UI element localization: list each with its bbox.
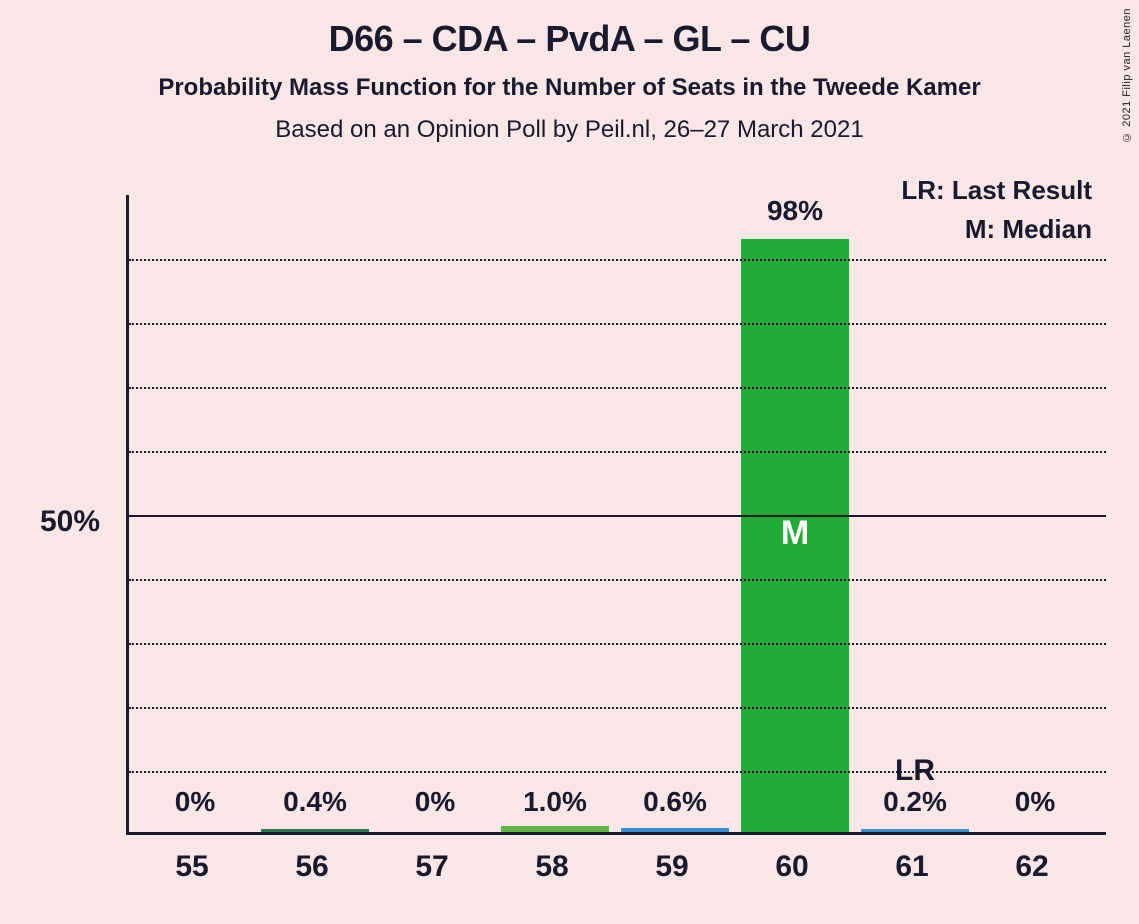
bar-value-label: 0.4% xyxy=(245,786,385,824)
bar-value-label: 0% xyxy=(965,786,1105,824)
x-axis-tick-label: 61 xyxy=(852,850,972,884)
bar xyxy=(621,828,729,832)
bar-slot: 0% xyxy=(135,195,255,832)
gridline xyxy=(129,515,1106,517)
bar-value-label: 0.6% xyxy=(605,786,745,824)
bar-slot: M98% xyxy=(735,195,855,832)
chart-area: 50% LR: Last Result M: Median 0%0.4%0%1.… xyxy=(40,195,1110,875)
bars-container: 0%0.4%0%1.0%0.6%M98%0.2%LR0% xyxy=(129,195,1106,832)
gridline xyxy=(129,387,1106,389)
y-axis-label: 50% xyxy=(40,505,100,539)
bar xyxy=(501,826,609,832)
bar: M xyxy=(741,239,849,832)
titles-block: D66 – CDA – PvdA – GL – CU Probability M… xyxy=(0,0,1139,144)
bar-value-label: 0% xyxy=(125,786,265,824)
gridline xyxy=(129,643,1106,645)
bar xyxy=(261,829,369,832)
chart-title: D66 – CDA – PvdA – GL – CU xyxy=(0,18,1139,60)
x-axis-tick-label: 60 xyxy=(732,850,852,884)
chart-subtitle-1: Probability Mass Function for the Number… xyxy=(0,74,1139,102)
bar xyxy=(861,829,969,832)
gridline xyxy=(129,259,1106,261)
bar-value-label: 0% xyxy=(365,786,505,824)
x-axis-tick-label: 56 xyxy=(252,850,372,884)
x-axis-tick-label: 57 xyxy=(372,850,492,884)
chart-subtitle-2: Based on an Opinion Poll by Peil.nl, 26–… xyxy=(0,116,1139,144)
bar-value-label: 0.2% xyxy=(845,786,985,824)
median-marker: M xyxy=(741,514,849,553)
gridline xyxy=(129,771,1106,773)
gridline xyxy=(129,451,1106,453)
bar-slot: 0.2%LR xyxy=(855,195,975,832)
plot-region: LR: Last Result M: Median 0%0.4%0%1.0%0.… xyxy=(126,195,1106,835)
x-axis-labels: 5556575859606162 xyxy=(126,850,1106,900)
gridline xyxy=(129,707,1106,709)
x-axis-tick-label: 59 xyxy=(612,850,732,884)
bar-slot: 0.4% xyxy=(255,195,375,832)
copyright-text: © 2021 Filip van Laenen xyxy=(1121,8,1133,143)
bar-slot: 0% xyxy=(375,195,495,832)
bar-slot: 0% xyxy=(975,195,1095,832)
x-axis-tick-label: 55 xyxy=(132,850,252,884)
gridline xyxy=(129,323,1106,325)
bar-value-label: 98% xyxy=(725,195,865,233)
gridline xyxy=(129,579,1106,581)
bar-slot: 0.6% xyxy=(615,195,735,832)
bar-slot: 1.0% xyxy=(495,195,615,832)
x-axis-tick-label: 62 xyxy=(972,850,1092,884)
x-axis-tick-label: 58 xyxy=(492,850,612,884)
bar-value-label: 1.0% xyxy=(485,786,625,824)
